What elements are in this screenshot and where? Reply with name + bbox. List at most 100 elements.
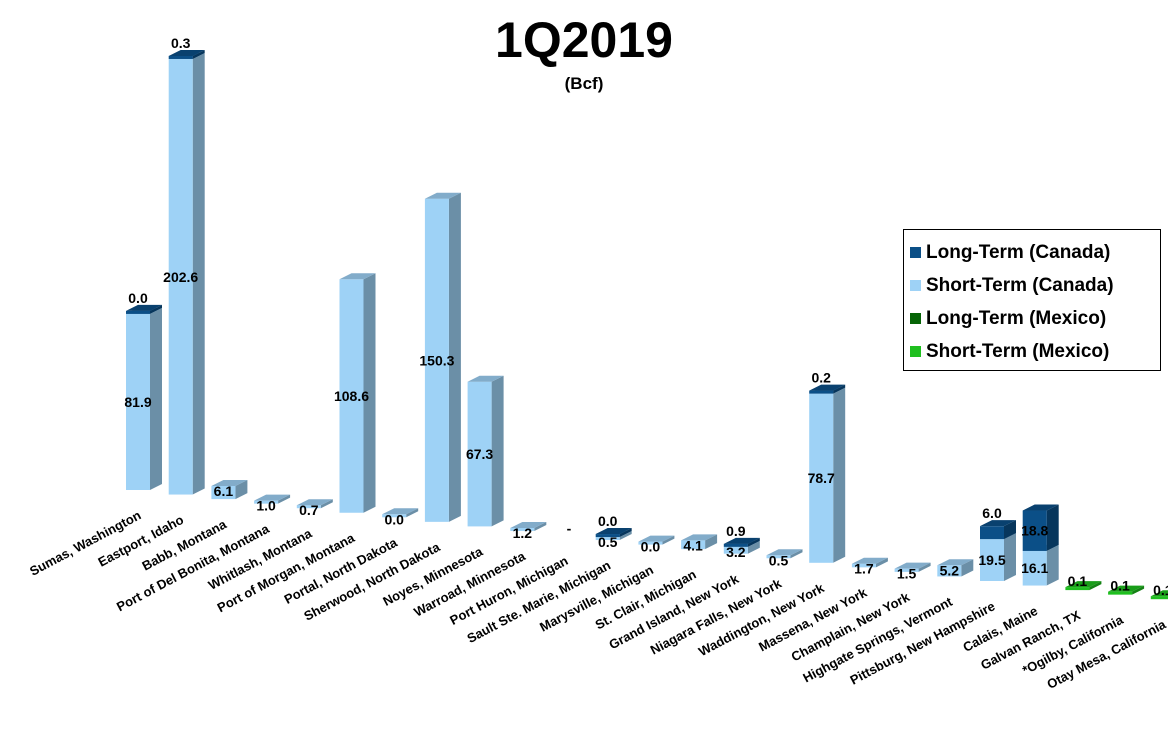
bar-long-canada-21-top: [1022, 504, 1059, 511]
bar-short-canada-11-side: [619, 531, 632, 541]
bar-short-canada-1-side: [192, 52, 205, 495]
legend-item-long-canada: Long-Term (Canada): [910, 236, 1160, 269]
bar-short-canada-2: [211, 485, 236, 500]
bar-short-mexico-23-side: [1132, 585, 1145, 595]
legend: Long-Term (Canada) Short-Term (Canada) L…: [903, 229, 1161, 371]
bar-short-canada-5-top: [339, 273, 376, 280]
data-label-long-canada-1: 0.3: [171, 35, 191, 51]
data-label-long-canada-20: 6.0: [982, 505, 1002, 521]
data-label-short-canada-2: 6.1: [214, 483, 234, 499]
bar-short-canada-9-side: [534, 521, 547, 531]
bar-short-canada-19: [937, 565, 962, 577]
bar-short-mexico-24-top: [1150, 590, 1168, 597]
data-label-long-canada-14: 0.9: [726, 523, 746, 539]
data-label-short-mexico-24: 0.1: [1153, 582, 1168, 598]
bar-short-canada-3-top: [254, 494, 291, 501]
data-label-long-canada-21: 18.8: [1021, 523, 1048, 539]
bar-short-canada-17-top: [851, 557, 888, 564]
bar-short-canada-14: [723, 546, 748, 554]
data-label-short-mexico-22: 0.1: [1068, 573, 1088, 589]
bar-short-canada-6-top: [382, 508, 419, 515]
bar-long-canada-1-side: [192, 49, 205, 59]
bar-long-canada-20: [980, 526, 1004, 540]
data-label-short-canada-15: 0.5: [769, 552, 789, 568]
bar-short-canada-2-top: [211, 479, 248, 486]
legend-item-long-mexico: Long-Term (Mexico): [910, 302, 1160, 335]
data-label-short-canada-1: 202.6: [163, 269, 198, 285]
data-label-short-canada-14: 3.2: [726, 544, 746, 560]
bar-short-canada-17: [851, 563, 876, 568]
data-label-short-canada-4: 0.7: [299, 502, 319, 518]
data-label-short-canada-13: 4.1: [683, 537, 703, 553]
bar-short-canada-15: [766, 555, 791, 559]
bar-short-canada-18-side: [918, 562, 931, 572]
bar-long-canada-16: [809, 390, 834, 394]
bar-short-canada-19-side: [961, 559, 974, 577]
data-label-short-canada-21: 16.1: [1021, 560, 1048, 576]
bar-short-canada-19-top: [937, 559, 974, 566]
bar-short-canada-21: [1022, 550, 1047, 586]
bar-long-canada-11: [595, 534, 620, 538]
data-label-short-canada-7: 150.3: [419, 352, 454, 368]
bar-long-canada-1: [168, 55, 193, 59]
legend-swatch-short-mexico: [910, 346, 921, 357]
bar-short-canada-9: [510, 527, 535, 531]
bar-short-canada-2-side: [235, 479, 248, 500]
bar-short-canada-15-side: [790, 549, 803, 559]
bar-short-canada-13-top: [681, 534, 718, 541]
bar-long-canada-16-side: [833, 384, 846, 394]
legend-label: Short-Term (Mexico): [926, 340, 1110, 362]
legend-swatch-short-canada: [910, 280, 921, 291]
bar-short-canada-9-top: [510, 521, 547, 528]
data-label-short-canada-0: 81.9: [124, 394, 151, 410]
legend-swatch-long-canada: [910, 247, 921, 258]
stray-label: -: [567, 521, 572, 537]
bar-short-canada-0: [126, 313, 150, 490]
bar-short-mexico-22-side: [1089, 581, 1102, 591]
legend-label: Long-Term (Mexico): [926, 307, 1107, 329]
bar-short-canada-4: [296, 505, 321, 509]
data-label-short-canada-16: 78.7: [808, 470, 835, 486]
bar-short-canada-1: [168, 58, 193, 495]
bar-short-canada-12-top: [638, 535, 675, 542]
bar-long-canada-21: [1022, 510, 1047, 551]
data-label-short-mexico-23: 0.1: [1110, 578, 1130, 594]
bar-short-canada-11: [595, 537, 620, 541]
bar-short-canada-20: [980, 539, 1004, 581]
bar-long-canada-14-top: [723, 537, 760, 544]
legend-item-short-canada: Short-Term (Canada): [910, 269, 1160, 302]
legend-label: Long-Term (Canada): [926, 241, 1111, 263]
data-label-short-canada-17: 1.7: [854, 561, 874, 577]
bar-long-canada-14-side: [747, 537, 760, 547]
bar-short-canada-14-side: [747, 540, 760, 554]
bar-short-canada-18-top: [894, 562, 931, 569]
bar-short-canada-12: [638, 541, 663, 545]
bar-short-canada-13: [681, 540, 706, 550]
data-label-short-canada-8: 67.3: [466, 446, 493, 462]
data-label-short-canada-19: 5.2: [940, 562, 960, 578]
bar-short-canada-7-top: [424, 192, 461, 199]
bar-short-canada-4-side: [320, 499, 333, 509]
bar-short-canada-6: [382, 514, 407, 518]
bar-short-canada-15-top: [766, 549, 803, 556]
bar-short-canada-16-side: [833, 387, 846, 563]
bar-short-canada-17-side: [875, 557, 888, 568]
legend-item-short-mexico: Short-Term (Mexico): [910, 335, 1160, 368]
bar-long-canada-16-top: [809, 384, 846, 391]
bar-long-canada-21-side: [1046, 504, 1059, 551]
bar-short-canada-0-side: [150, 307, 162, 490]
bar-long-canada-0-side: [150, 304, 162, 314]
bar-long-canada-20-side: [1004, 520, 1016, 540]
data-label-short-canada-9: 1.2: [513, 525, 533, 541]
bar-short-mexico-23: [1108, 591, 1133, 595]
bar-long-canada-0-top: [126, 304, 162, 311]
bar-short-mexico-23-top: [1108, 585, 1145, 592]
bar-short-canada-7: [424, 198, 449, 522]
bar-long-canada-11-top: [595, 528, 632, 535]
data-label-short-canada-18: 1.5: [897, 566, 917, 582]
bar-long-canada-20-top: [980, 520, 1016, 527]
bar-long-canada-11-side: [619, 528, 632, 538]
bar-short-canada-5: [339, 279, 364, 513]
bar-short-canada-5-side: [363, 273, 376, 513]
